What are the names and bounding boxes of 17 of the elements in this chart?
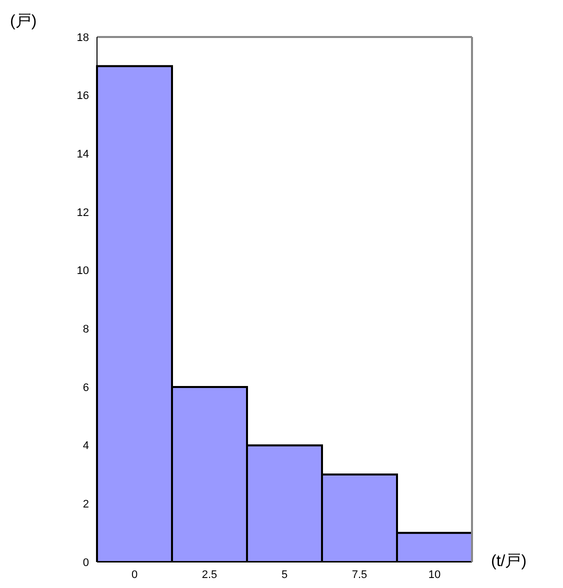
x-tick-label: 5: [281, 568, 288, 581]
x-tick-label: 7.5: [352, 568, 368, 581]
x-tick-label: 2.5: [202, 568, 218, 581]
y-tick-label: 6: [82, 382, 89, 394]
y-axis-title: (戸): [10, 12, 37, 32]
y-tick-label: 16: [76, 90, 89, 102]
y-tick-label: 8: [82, 324, 89, 336]
y-tick-label: 18: [76, 32, 89, 44]
y-tick-label: 10: [76, 265, 89, 278]
y-tick-label: 2: [82, 498, 89, 511]
y-tick-label: 12: [76, 206, 89, 219]
y-tick-label: 14: [76, 148, 89, 161]
y-tick-label: 0: [82, 556, 89, 569]
x-tick-label: 10: [428, 568, 441, 581]
y-tick-label: 4: [82, 440, 89, 452]
x-axis-title: (t/戸): [491, 552, 527, 572]
x-tick-label: 0: [131, 568, 138, 581]
